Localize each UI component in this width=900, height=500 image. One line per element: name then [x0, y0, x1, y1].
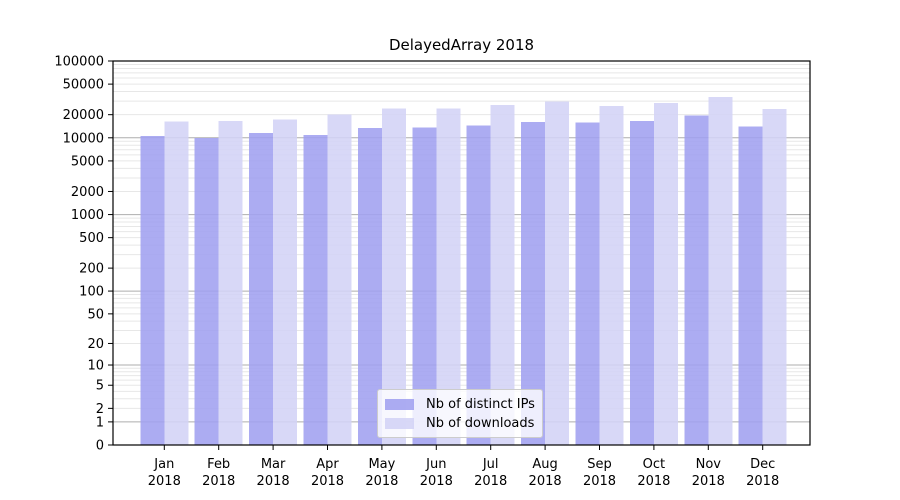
legend-item-distinct-ips: Nb of distinct IPs [385, 395, 535, 413]
bar-distinct-ips-apr [303, 134, 328, 445]
y-tick-label: 2000 [71, 185, 104, 200]
x-tick-label-month: Jun [425, 457, 446, 472]
x-tick-label-year: 2018 [692, 474, 725, 489]
y-tick-label: 50000 [63, 78, 104, 93]
y-tick-label: 200 [79, 262, 104, 277]
bar-downloads-aug [545, 101, 570, 445]
x-tick-label-year: 2018 [474, 474, 507, 489]
x-tick-label-month: Nov [696, 457, 722, 472]
x-tick-label-year: 2018 [202, 474, 235, 489]
bar-downloads-apr [327, 114, 352, 446]
x-tick-label-year: 2018 [583, 474, 616, 489]
legend-item-downloads: Nb of downloads [385, 414, 534, 432]
bar-downloads-jul [490, 105, 515, 445]
bar-downloads-oct [653, 102, 678, 445]
legend-swatch-distinct-ips [385, 398, 414, 410]
y-tick-label: 5000 [71, 154, 104, 169]
x-tick-label-month: Feb [207, 457, 230, 472]
legend-label-distinct-ips: Nb of distinct IPs [426, 396, 535, 412]
x-tick-label-month: Aug [532, 457, 557, 472]
y-tick-label: 1000 [71, 208, 104, 223]
y-tick-label: 1 [96, 415, 104, 430]
x-tick-label-year: 2018 [148, 474, 181, 489]
x-tick-label-month: Jan [153, 457, 174, 472]
bar-distinct-ips-jan [140, 135, 165, 445]
x-tick-label-month: Apr [316, 457, 339, 472]
y-tick-label: 50 [87, 307, 104, 322]
x-tick-label-year: 2018 [529, 474, 562, 489]
bar-downloads-sep [599, 105, 624, 446]
x-tick-label-year: 2018 [257, 474, 290, 489]
legend-label-downloads: Nb of downloads [426, 415, 535, 431]
bar-downloads-dec [762, 109, 787, 445]
y-tick-label: 100 [79, 285, 104, 300]
legend: Nb of distinct IPs Nb of downloads [377, 389, 543, 438]
bar-distinct-ips-feb [194, 137, 219, 445]
axis-frame [112, 60, 811, 446]
x-tick-label-year: 2018 [365, 474, 398, 489]
y-tick-label: 0 [96, 439, 104, 454]
y-tick-label: 20000 [63, 108, 104, 123]
x-tick-label-month: Mar [261, 457, 286, 472]
bar-distinct-ips-dec [738, 126, 763, 445]
y-tick-label: 100000 [54, 55, 104, 70]
bar-downloads-may [381, 108, 406, 445]
bar-downloads-jun [436, 108, 461, 445]
y-tick-label: 10000 [63, 131, 104, 146]
bar-distinct-ips-mar [249, 133, 274, 445]
y-tick-label: 2 [96, 402, 104, 417]
bar-downloads-nov [708, 96, 733, 445]
x-tick-label-month: Sep [587, 457, 612, 472]
x-tick-label-month: Oct [643, 457, 665, 472]
bar-distinct-ips-nov [684, 115, 709, 445]
x-tick-label-month: Jul [482, 457, 499, 472]
x-tick-label-year: 2018 [420, 474, 453, 489]
x-tick-label-year: 2018 [746, 474, 779, 489]
x-tick-label-month: Dec [750, 457, 775, 472]
bar-downloads-feb [218, 121, 243, 445]
bar-distinct-ips-oct [629, 121, 654, 445]
bar-downloads-jan [164, 121, 189, 446]
x-tick-label-month: May [368, 457, 395, 472]
chart-title: DelayedArray 2018 [388, 36, 535, 54]
y-tick-label: 500 [79, 231, 104, 246]
x-tick-label-year: 2018 [311, 474, 344, 489]
x-tick-label-year: 2018 [637, 474, 670, 489]
legend-swatch-downloads [385, 417, 414, 429]
bar-distinct-ips-sep [575, 122, 600, 445]
y-tick-label: 20 [87, 337, 104, 352]
y-tick-label: 5 [96, 379, 104, 394]
bar-downloads-mar [273, 119, 298, 445]
y-tick-label: 10 [87, 359, 104, 374]
